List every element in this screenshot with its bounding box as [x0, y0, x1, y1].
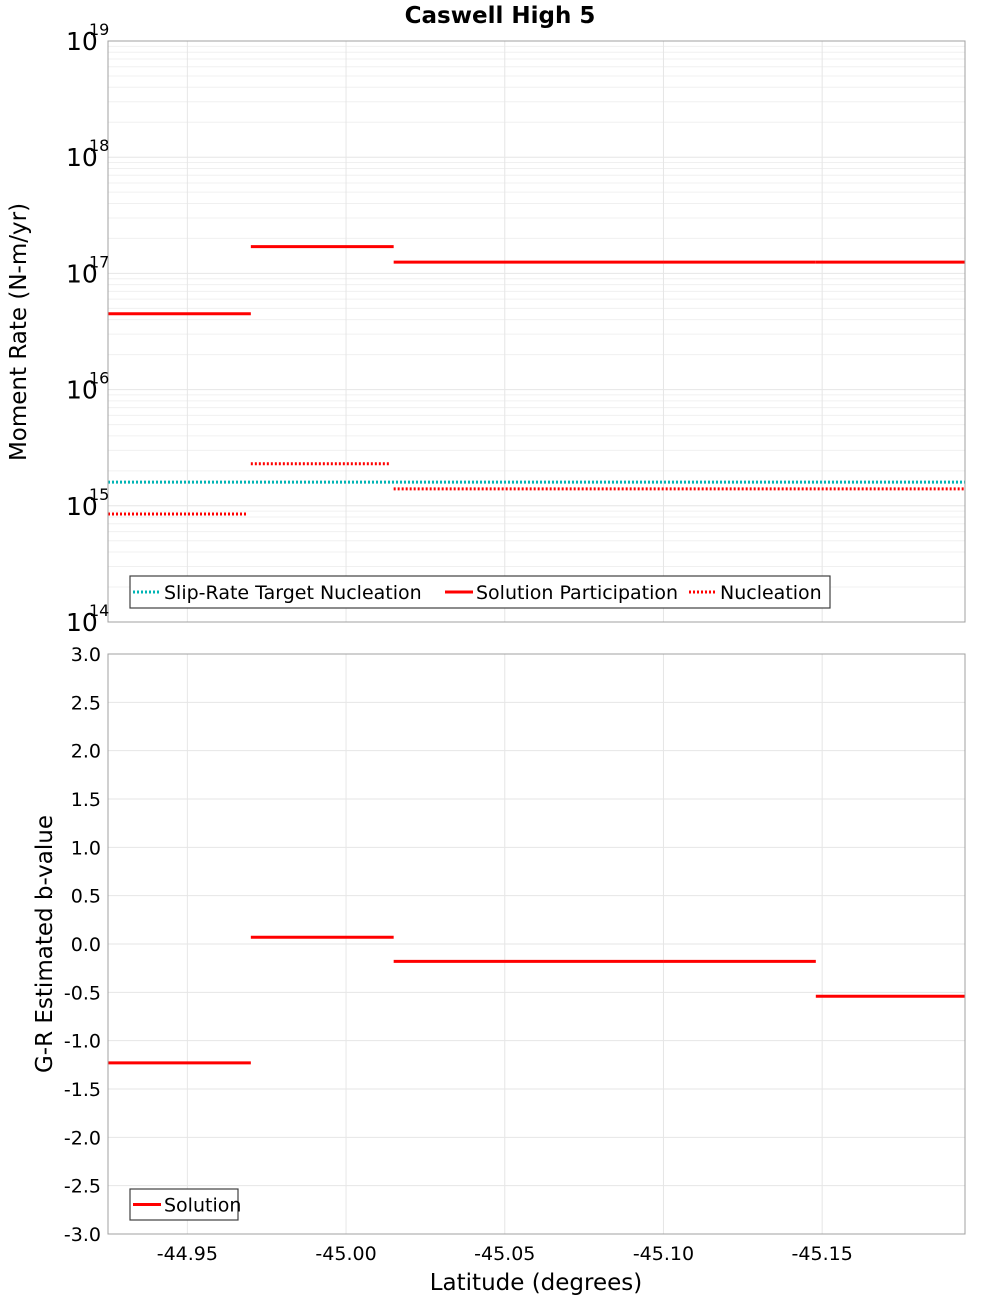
legend-label: Nucleation [720, 582, 822, 604]
y-tick-exponent: 15 [89, 485, 109, 504]
y-tick-label: 1.5 [71, 789, 101, 811]
b-value-series [108, 935, 965, 1065]
y-tick-label: 2.0 [71, 741, 101, 763]
y-tick-exponent: 14 [89, 601, 109, 620]
b-value-panel: 3.0 2.5 2.0 1.5 1.0 0.5 0.0 -0.5 -1.0 -1.5 -2.0 -2.… [32, 644, 966, 1246]
y-tick-label: 10 [66, 27, 98, 56]
y-tick-exponent: 18 [89, 136, 109, 155]
moment-rate-series [108, 245, 965, 516]
moment-rate-y-axis-label: Moment Rate (N-m/yr) [6, 203, 32, 461]
y-tick-label: -1.5 [64, 1079, 101, 1101]
moment-rate-grid [108, 40, 965, 623]
moment-rate-plot-border [107, 40, 966, 623]
y-tick-label: -2.0 [64, 1127, 101, 1149]
b-value-y-axis-label: G-R Estimated b-value [32, 815, 58, 1073]
b-value-grid [108, 653, 965, 1235]
y-tick-label: -0.5 [64, 982, 101, 1004]
y-tick-label: 10 [66, 492, 98, 521]
y-tick-exponent: 19 [89, 20, 109, 39]
x-tick-label: -45.05 [474, 1243, 535, 1265]
x-tick-label: -45.15 [792, 1243, 853, 1265]
y-tick-label: 0.0 [71, 934, 101, 956]
latitude-x-ticks: -44.95 -45.00 -45.05 -45.10 -45.15 [157, 1243, 853, 1265]
y-tick-label: 2.5 [71, 692, 101, 714]
y-tick-label: 10 [66, 376, 98, 405]
b-value-y-ticks: 3.0 2.5 2.0 1.5 1.0 0.5 0.0 -0.5 -1.0 -1.5 -2.0 -2.… [64, 644, 101, 1246]
y-tick-label: 10 [66, 143, 98, 172]
x-tick-label: -45.00 [315, 1243, 376, 1265]
b-value-plot-border [107, 653, 966, 1235]
legend-label: Solution Participation [476, 582, 678, 604]
y-tick-label: 0.5 [71, 886, 101, 908]
y-tick-label: -1.0 [64, 1031, 101, 1053]
b-value-legend: Solution [129, 1188, 241, 1221]
legend-label: Slip-Rate Target Nucleation [164, 582, 422, 604]
x-tick-label: -45.10 [633, 1243, 694, 1265]
y-tick-label: -2.5 [64, 1176, 101, 1198]
y-tick-exponent: 17 [89, 252, 109, 271]
legend-label: Solution [164, 1195, 241, 1217]
y-tick-label: 3.0 [71, 644, 101, 666]
y-tick-label: 10 [66, 259, 98, 288]
x-axis-label: Latitude (degrees) [430, 1270, 643, 1296]
chart-title: Caswell High 5 [405, 3, 596, 29]
y-tick-exponent: 16 [89, 369, 109, 388]
x-tick-label: -44.95 [157, 1243, 218, 1265]
moment-rate-legend: Slip-Rate Target Nucleation Solution Part… [129, 575, 831, 609]
y-tick-label: -3.0 [64, 1224, 101, 1246]
y-tick-label: 1.0 [71, 837, 101, 859]
y-tick-label: 10 [66, 608, 98, 637]
